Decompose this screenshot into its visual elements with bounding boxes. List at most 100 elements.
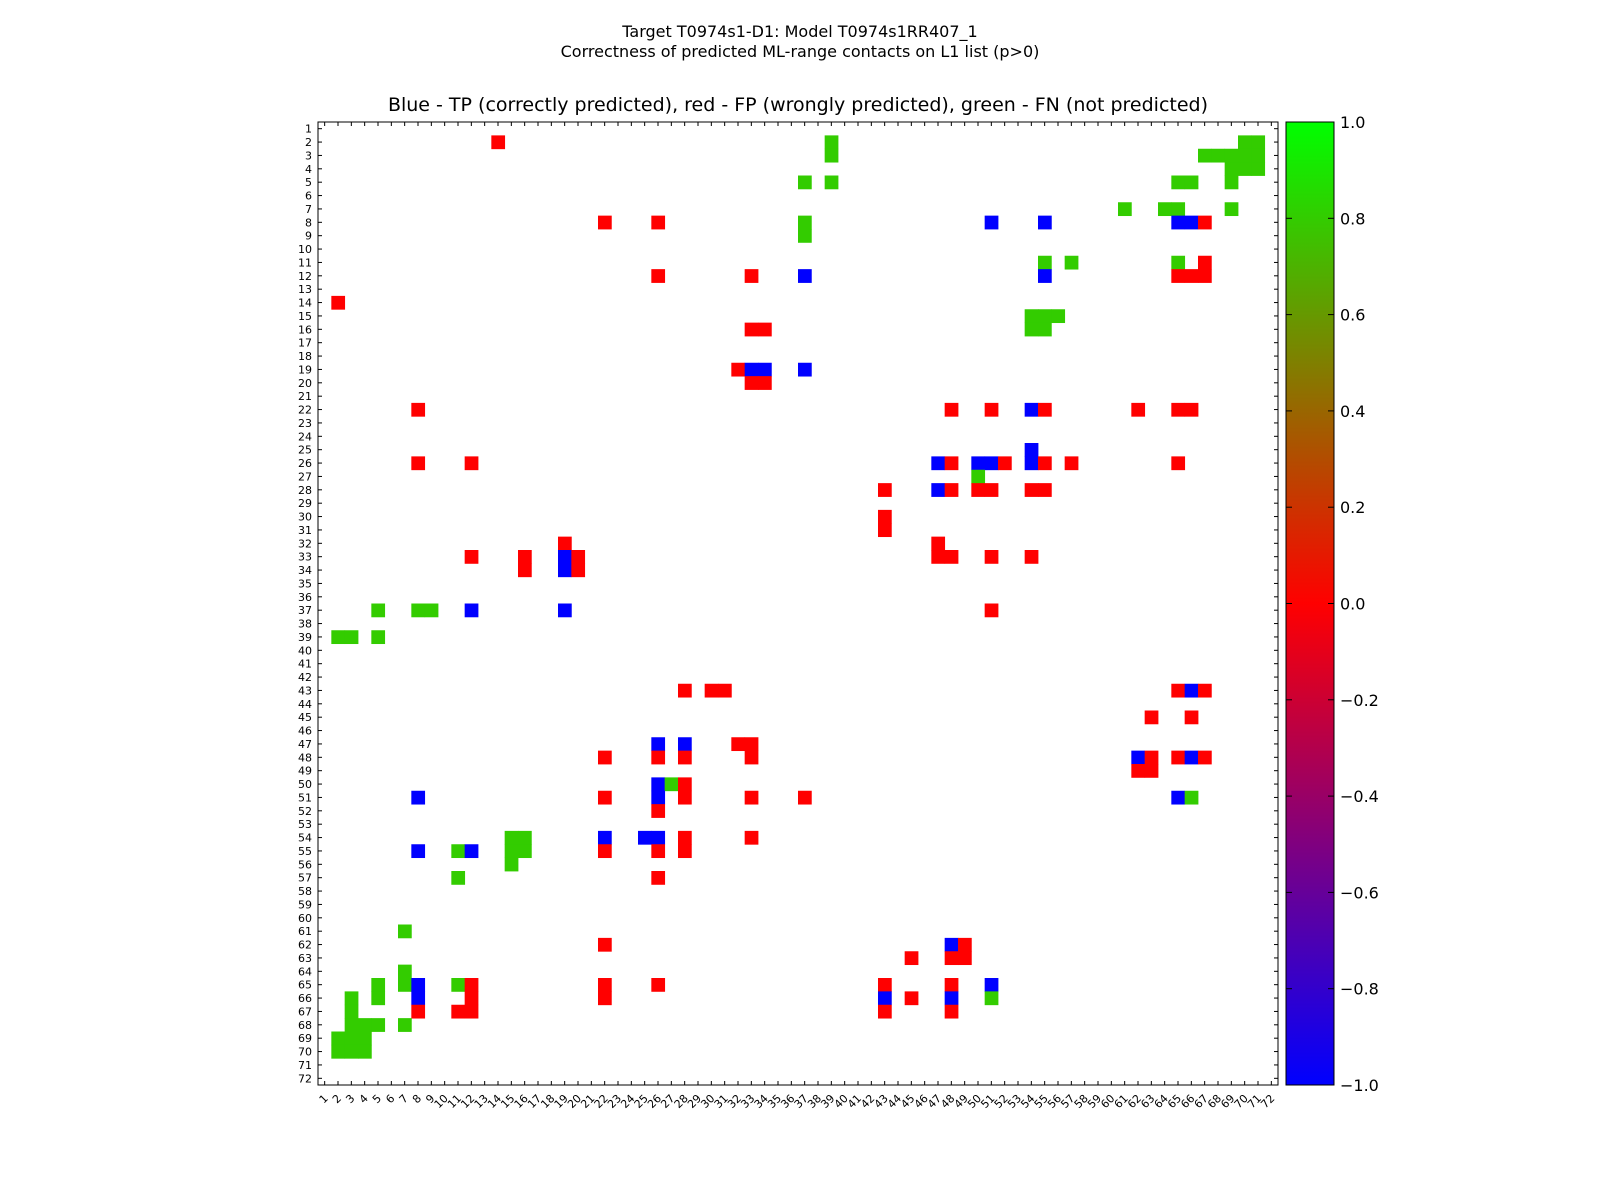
contact-cell-tp xyxy=(1184,215,1199,230)
contact-cell-fp xyxy=(651,804,666,818)
y-tick-label: 9 xyxy=(305,230,312,243)
contact-cell-fn xyxy=(798,215,812,230)
contact-cell-fp xyxy=(1198,269,1212,283)
y-tick-label: 49 xyxy=(298,765,312,778)
contact-cell-fp xyxy=(491,135,506,150)
colorbar-tick-label: 1.0 xyxy=(1340,113,1365,132)
contact-cell-fp xyxy=(411,456,426,471)
contact-cell-fp xyxy=(1171,402,1186,417)
y-tick-label: 24 xyxy=(298,430,312,443)
contact-cell-fp xyxy=(944,1004,959,1019)
contact-cell-tp xyxy=(984,978,999,992)
contact-cell-tp xyxy=(598,830,612,845)
contact-cell-fp xyxy=(518,550,532,564)
contact-cell-fp xyxy=(718,683,732,698)
contact-cell-fn xyxy=(1238,162,1252,176)
y-tick-label: 65 xyxy=(298,979,312,992)
contact-cell-tp xyxy=(1024,443,1039,457)
contact-cell-fp xyxy=(598,215,612,230)
contact-cell-fp xyxy=(878,1004,892,1019)
y-tick-label: 12 xyxy=(298,270,312,283)
contact-cell-fp xyxy=(958,937,972,952)
contact-cell-tp xyxy=(558,550,572,564)
contact-cell-fp xyxy=(678,777,692,792)
contact-cell-fn xyxy=(371,630,386,645)
contact-cell-tp xyxy=(1171,215,1186,230)
colorbar-tick-label: 0.2 xyxy=(1340,498,1365,517)
y-tick-label: 64 xyxy=(298,965,312,978)
y-tick-label: 20 xyxy=(298,377,312,390)
contact-cell-fp xyxy=(744,376,759,390)
contact-cell-fn xyxy=(1251,162,1266,176)
contact-cell-fp xyxy=(464,978,479,992)
contact-cell-fp xyxy=(1184,402,1199,417)
contact-cell-tp xyxy=(411,844,426,859)
contact-cell-fp xyxy=(1184,269,1199,283)
contact-cell-fp xyxy=(944,550,959,564)
contact-cell-tp xyxy=(878,991,892,1006)
y-tick-label: 40 xyxy=(298,644,312,657)
y-tick-label: 67 xyxy=(298,1005,312,1018)
contact-cell-fp xyxy=(1038,483,1052,497)
colorbar xyxy=(1285,121,1335,1086)
contact-cell-fp xyxy=(998,456,1012,471)
contact-cell-tp xyxy=(1184,683,1199,698)
contact-cell-fn xyxy=(1024,309,1039,324)
y-tick-label: 50 xyxy=(298,778,312,791)
y-tick-label: 54 xyxy=(298,832,312,845)
contact-cell-fn xyxy=(451,844,466,859)
contact-cell-fn xyxy=(451,978,466,992)
y-tick-label: 13 xyxy=(298,283,312,296)
contact-cell-fp xyxy=(651,215,666,230)
contact-cell-fp xyxy=(1198,255,1212,270)
y-tick-label: 48 xyxy=(298,751,312,764)
y-tick-label: 39 xyxy=(298,631,312,644)
contact-cell-fn xyxy=(344,1004,359,1019)
contact-cell-fp xyxy=(598,937,612,952)
contact-cell-fn xyxy=(358,1044,372,1059)
contact-cell-fp xyxy=(1171,269,1186,283)
contact-cell-fp xyxy=(944,951,959,966)
contact-cell-tp xyxy=(1131,750,1146,765)
x-tick-label: 6 xyxy=(383,1092,397,1106)
y-tick-label: 41 xyxy=(298,658,312,671)
contact-cell-fp xyxy=(931,536,946,551)
contact-cell-fp xyxy=(411,402,426,417)
y-tick-label: 4 xyxy=(305,163,312,176)
colorbar-tick-label: 0.8 xyxy=(1340,209,1365,228)
contact-cell-fn xyxy=(331,630,346,645)
colorbar-tick-label: −1.0 xyxy=(1340,1076,1379,1095)
contact-cell-fp xyxy=(678,750,692,765)
contact-cell-fn xyxy=(1038,309,1052,324)
contact-cell-fp xyxy=(944,402,959,417)
contact-cell-fp xyxy=(944,978,959,992)
y-tick-label: 63 xyxy=(298,952,312,965)
colorbar-axis: 1.0 0.8 0.6 0.4 0.2 0.0 −0.2 −0.4 −0.6 −0.8 −1.0 xyxy=(1286,113,1379,1095)
contact-cell-tp xyxy=(798,362,812,377)
contact-cell-fn xyxy=(424,603,439,618)
contact-cell-fn xyxy=(1051,309,1066,324)
y-tick-label: 32 xyxy=(298,537,312,550)
contact-cell-fp xyxy=(678,830,692,845)
y-tick-label: 11 xyxy=(298,256,312,269)
contact-cell-fn xyxy=(371,978,386,992)
contact-cell-fp xyxy=(678,790,692,805)
contact-cell-fn xyxy=(984,991,999,1006)
contact-cell-fp xyxy=(984,402,999,417)
contact-cell-fn xyxy=(344,630,359,645)
contact-cell-fp xyxy=(1064,456,1079,471)
contact-cell-tp xyxy=(1184,750,1199,765)
contact-cell-fp xyxy=(904,991,919,1006)
contact-cell-fn xyxy=(518,830,532,845)
contact-cell-fp xyxy=(331,295,346,310)
x-tick-label: 1 xyxy=(317,1092,331,1106)
contact-cell-fp xyxy=(1171,456,1186,471)
contact-cell-tp xyxy=(651,777,666,792)
contact-cell-fn xyxy=(1064,255,1079,270)
contact-cell-fp xyxy=(651,844,666,859)
contact-cell-fp xyxy=(944,456,959,471)
contact-cell-fn xyxy=(1158,202,1172,217)
contact-cell-fn xyxy=(371,991,386,1006)
contact-cell-fn xyxy=(504,844,519,859)
